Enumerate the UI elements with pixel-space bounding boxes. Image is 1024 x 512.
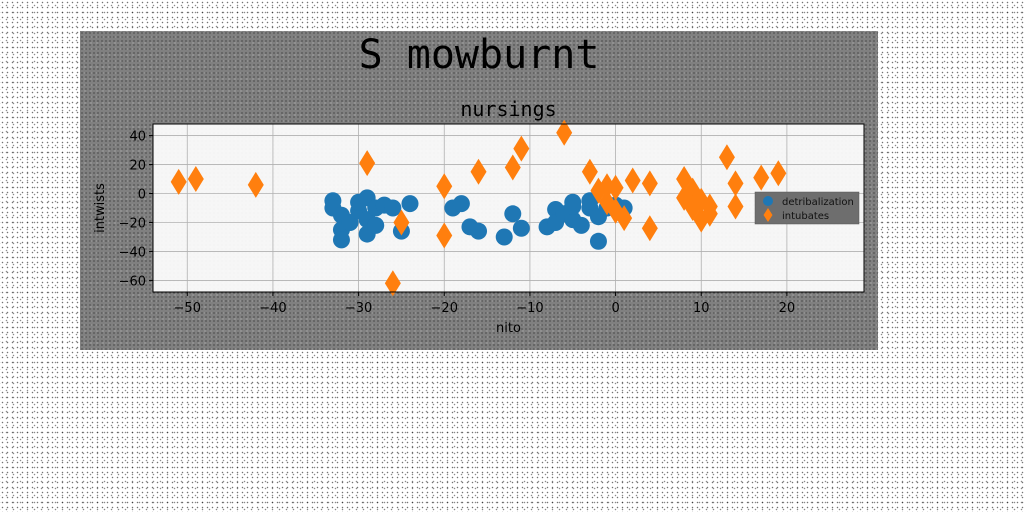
y-tick-label: 20: [129, 159, 146, 174]
scatter-point: [641, 215, 658, 242]
y-tick-label: −40: [119, 245, 146, 260]
scatter-point: [247, 171, 264, 198]
y-tick-label: −60: [119, 274, 146, 289]
series-detribalization: [324, 189, 633, 250]
scatter-point: [452, 195, 470, 213]
x-tick-label: −50: [174, 301, 201, 316]
scatter-point: [359, 150, 376, 177]
scatter-point: [495, 228, 513, 246]
scatter-point: [616, 205, 633, 232]
x-tick-label: −20: [431, 301, 458, 316]
scatter-point: [384, 199, 402, 217]
scatter-point: [341, 213, 359, 231]
legend-box: [754, 191, 860, 225]
legend-marker: [763, 196, 773, 206]
figure-suptitle: S mowburnt: [358, 32, 600, 78]
chart-legend: detribalization intubates: [754, 191, 860, 225]
scatter-point: [504, 205, 522, 223]
scatter-point: [332, 231, 350, 249]
scatter-point: [581, 158, 598, 185]
y-tick-label: 40: [129, 130, 146, 145]
scatter-point: [701, 200, 718, 227]
scatter-point: [564, 193, 582, 211]
scatter-point: [572, 216, 590, 234]
scatter-point: [624, 167, 641, 194]
legend-label: intubates: [782, 211, 829, 222]
chart-title: nursings: [460, 97, 556, 121]
x-tick-label: −30: [345, 301, 372, 316]
scatter-point: [470, 222, 488, 240]
scatter-point: [753, 164, 770, 191]
scatter-point: [641, 170, 658, 197]
scatter-point: [436, 173, 453, 200]
scatter-point: [770, 160, 787, 187]
scatter-point: [401, 195, 419, 213]
scatter-point: [513, 135, 530, 162]
scatter-point: [727, 170, 744, 197]
x-tick-label: 20: [779, 301, 796, 316]
x-tick-label: 0: [611, 301, 619, 316]
x-tick-label: 10: [693, 301, 710, 316]
x-tick-label: −10: [516, 301, 543, 316]
scatter-point: [436, 222, 453, 249]
scatter-point: [512, 219, 530, 237]
scatter-point: [727, 193, 744, 220]
legend-marker: [763, 208, 773, 222]
scatter-point: [384, 270, 401, 297]
scatter-point: [718, 144, 735, 171]
scatter-point: [556, 119, 573, 146]
scatter-point: [170, 168, 187, 195]
scatter-point: [187, 166, 204, 193]
scatter-point: [607, 174, 624, 201]
legend-label: detribalization: [782, 197, 854, 208]
series-intubates: [170, 119, 787, 297]
scatter-point: [393, 209, 410, 236]
scatter-point: [589, 232, 607, 250]
data-series: [170, 119, 787, 297]
axis-ticks: −50 −40 −30 −20 −10 0 10 20 −60 −40 −20 0 20 40: [119, 130, 796, 316]
scatter-point: [367, 216, 385, 234]
x-axis-label: nito: [496, 321, 521, 336]
plot-frame: [152, 123, 865, 293]
scatter-point: [504, 154, 521, 181]
y-tick-label: 0: [138, 188, 146, 203]
y-tick-label: −20: [119, 216, 146, 231]
y-axis-label: intwists: [93, 183, 108, 233]
scatter-point: [470, 158, 487, 185]
x-tick-label: −40: [259, 301, 286, 316]
